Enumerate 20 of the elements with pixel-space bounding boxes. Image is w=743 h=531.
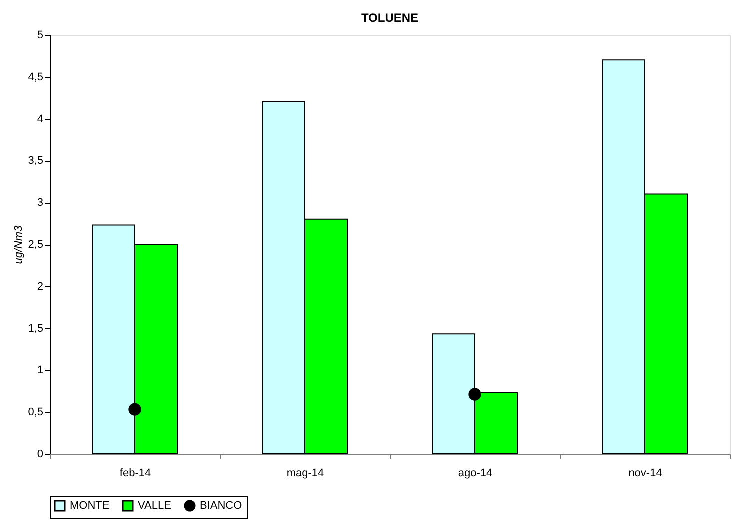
x-tick-label: mag-14 (286, 468, 324, 480)
y-tick-label: 5 (37, 30, 44, 42)
y-tick-label: 2,5 (28, 239, 44, 251)
y-tick-label: 1 (37, 364, 44, 377)
chart-title: TOLUENE (361, 11, 419, 25)
legend-label: MONTE (70, 500, 110, 512)
y-tick-label: 4 (37, 113, 44, 126)
y-tick-label: 3,5 (28, 155, 44, 168)
x-tick-label: feb-14 (120, 468, 152, 480)
y-tick-label: 0 (37, 448, 44, 460)
y-tick-label: 0,5 (28, 406, 44, 419)
y-tick-label: 1,5 (28, 322, 44, 335)
y-tick-label: 4,5 (28, 71, 44, 84)
legend-label: BIANCO (200, 500, 243, 512)
y-tick-label: 2 (37, 280, 44, 293)
x-tick-label: ago-14 (458, 468, 493, 480)
y-tick-label: 3 (37, 197, 44, 210)
legend-label: VALLE (138, 500, 172, 512)
y-axis-title: ug/Nm3 (13, 224, 26, 264)
x-tick-label: nov-14 (628, 468, 662, 480)
